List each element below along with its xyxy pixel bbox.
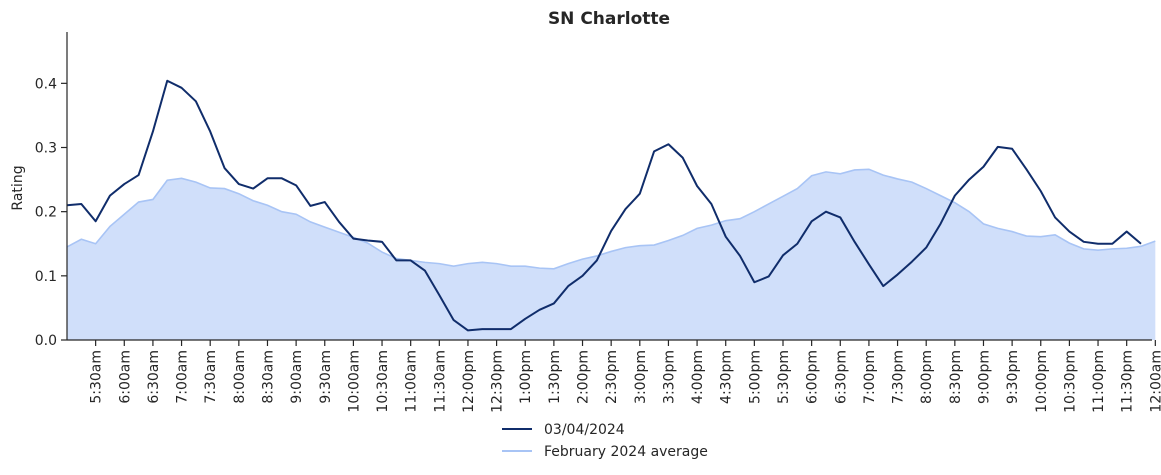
x-tick-label: 5:30pm xyxy=(776,350,792,404)
x-tick-label: 6:30am xyxy=(146,350,162,404)
x-tick-label: 10:00pm xyxy=(1034,350,1050,413)
plot-lines xyxy=(66,79,1142,332)
x-tick-label: 4:00pm xyxy=(690,350,706,404)
x-tick-label: 1:30pm xyxy=(547,350,563,404)
x-tick-label: 7:00am xyxy=(175,350,191,404)
x-tick-label: 2:30pm xyxy=(604,350,620,404)
x-tick-label: 5:00pm xyxy=(747,350,763,404)
chart-title: SN Charlotte xyxy=(548,9,670,29)
x-tick-label: 7:30pm xyxy=(891,350,907,404)
x-axis-ticks: 5:30am 6:00am 6:30am 7:00am 7:30am 8:00am 8:30… xyxy=(89,340,1161,413)
x-tick-label: 11:00am xyxy=(404,350,420,413)
x-tick-label: 12:00am xyxy=(1148,350,1161,413)
x-tick-label: 6:00am xyxy=(117,350,133,404)
x-tick-label: 2:00pm xyxy=(576,350,592,404)
y-tick-label: 0.4 xyxy=(35,76,57,92)
x-tick-label: 6:30pm xyxy=(833,350,849,404)
x-tick-label: 3:30pm xyxy=(661,350,677,404)
x-tick-label: 1:00pm xyxy=(518,350,534,404)
legend-label-series-1: 03/04/2024 xyxy=(544,422,625,438)
x-tick-label: 10:00am xyxy=(346,350,362,413)
x-tick-label: 6:00pm xyxy=(805,350,821,404)
y-tick-label: 0.3 xyxy=(35,141,57,157)
legend-label-series-2: February 2024 average xyxy=(544,444,708,460)
plot-area xyxy=(66,168,1156,340)
x-tick-label: 9:30am xyxy=(318,350,334,404)
x-tick-label: 3:00pm xyxy=(633,350,649,404)
x-tick-label: 9:00pm xyxy=(976,350,992,404)
series-2-line xyxy=(66,168,1156,270)
series-1-line xyxy=(66,79,1142,332)
x-tick-label: 11:30am xyxy=(432,350,448,413)
x-tick-label: 11:00pm xyxy=(1091,350,1107,413)
x-tick-label: 9:30pm xyxy=(1005,350,1021,404)
x-tick-label: 5:30am xyxy=(89,350,105,404)
x-tick-label: 8:00am xyxy=(232,350,248,404)
y-tick-label: 0.1 xyxy=(35,269,57,285)
x-tick-label: 9:00am xyxy=(289,350,305,404)
x-tick-label: 7:00pm xyxy=(862,350,878,404)
x-tick-label: 8:30pm xyxy=(948,350,964,404)
series-2-area xyxy=(67,169,1156,340)
x-tick-label: 7:30am xyxy=(203,350,219,404)
x-tick-label: 12:00pm xyxy=(461,350,477,413)
y-axis-ticks: 0.0 0.1 0.2 0.3 0.4 xyxy=(35,76,67,349)
y-tick-label: 0.0 xyxy=(35,333,57,349)
x-tick-label: 10:30am xyxy=(375,350,391,413)
x-tick-label: 12:30pm xyxy=(490,350,506,413)
legend: 03/04/2024 February 2024 average xyxy=(502,422,708,460)
x-tick-label: 8:00pm xyxy=(919,350,935,404)
x-tick-label: 8:30am xyxy=(260,350,276,404)
x-tick-label: 10:30pm xyxy=(1062,350,1078,413)
x-tick-label: 4:30pm xyxy=(719,350,735,404)
x-tick-label: 11:30pm xyxy=(1120,350,1136,413)
y-tick-label: 0.2 xyxy=(35,205,57,221)
y-axis-label: Rating xyxy=(10,165,26,210)
